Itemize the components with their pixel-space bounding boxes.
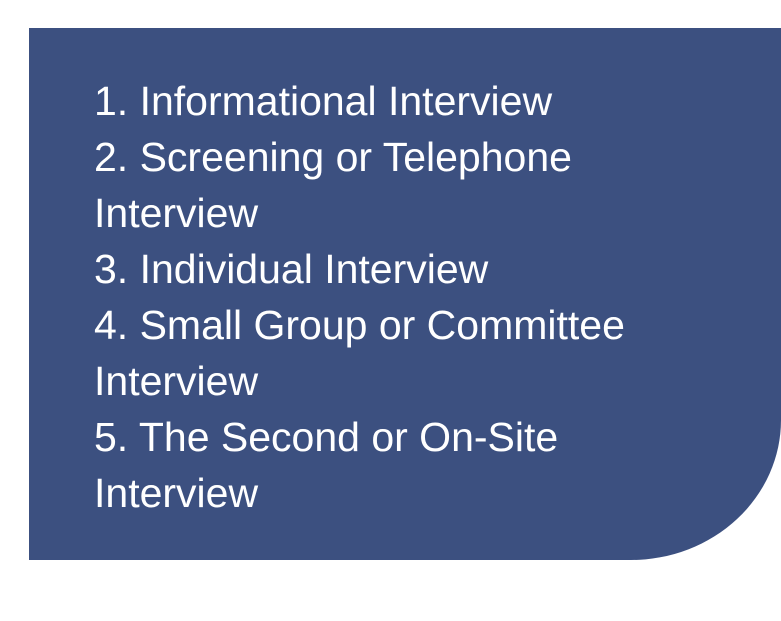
- interview-type-list: 1. Informational Interview 2. Screening …: [94, 73, 694, 521]
- content-panel: 1. Informational Interview 2. Screening …: [29, 28, 781, 560]
- list-item-individual: 3. Individual Interview: [94, 246, 489, 292]
- list-item-informational: 1. Informational Interview: [94, 78, 553, 124]
- list-item-screening: 2. Screening or Telephone Interview: [94, 134, 572, 236]
- list-item-small-group: 4. Small Group or Committee Interview: [94, 302, 625, 404]
- list-item-second-onsite: 5. The Second or On-Site Interview: [94, 414, 559, 516]
